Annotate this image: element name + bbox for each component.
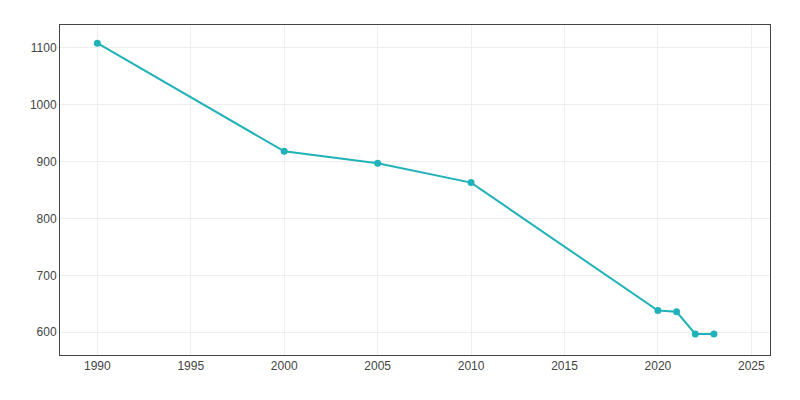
svg-text:2010: 2010 <box>458 359 485 373</box>
svg-text:1995: 1995 <box>177 359 204 373</box>
svg-text:700: 700 <box>37 269 57 283</box>
svg-text:2025: 2025 <box>738 359 765 373</box>
svg-text:600: 600 <box>37 325 57 339</box>
svg-text:2000: 2000 <box>271 359 298 373</box>
svg-text:2005: 2005 <box>364 359 391 373</box>
svg-text:800: 800 <box>37 212 57 226</box>
svg-text:1990: 1990 <box>84 359 111 373</box>
svg-text:1100: 1100 <box>31 41 57 55</box>
svg-text:2020: 2020 <box>645 359 672 373</box>
svg-text:900: 900 <box>37 155 57 169</box>
svg-text:2015: 2015 <box>551 359 578 373</box>
svg-text:1000: 1000 <box>30 98 57 112</box>
